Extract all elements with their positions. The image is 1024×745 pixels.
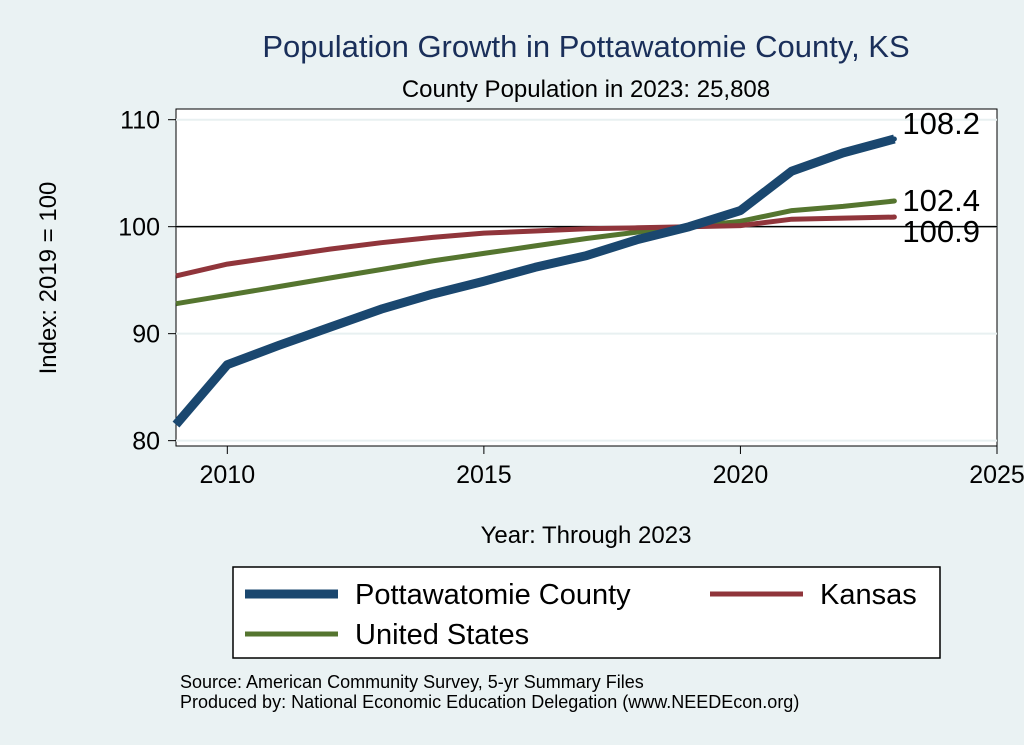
y-tick-label: 90: [132, 321, 160, 349]
legend-items: Pottawatomie County Kansas United States: [245, 579, 917, 651]
series-end-marker: [891, 214, 897, 220]
series-line: [175, 214, 895, 279]
x-tick-label: 2020: [713, 461, 769, 489]
chart-subtitle: County Population in 2023: 25,808: [402, 76, 770, 103]
plot-area: [175, 108, 998, 447]
y-tick-label: 80: [132, 428, 160, 456]
series-end-marker: [891, 198, 897, 204]
end-value-label: 108.2: [902, 106, 980, 141]
x-tick-label: 2010: [200, 461, 256, 489]
footer: Source: American Community Survey, 5-yr …: [180, 672, 799, 712]
legend: [232, 566, 941, 659]
legend-label: Pottawatomie County: [355, 579, 631, 611]
series-line: [175, 198, 895, 307]
y-tick-label: 110: [120, 107, 160, 135]
series-lines: [172, 134, 897, 428]
x-tick-label: 2025: [969, 461, 1024, 489]
legend-label: Kansas: [820, 579, 917, 611]
legend-label: United States: [355, 619, 529, 651]
series-end-marker: [891, 136, 897, 142]
series-line: [172, 134, 896, 428]
producer-note: Produced by: National Economic Education…: [180, 692, 800, 712]
end-value-label: 100.9: [902, 214, 980, 249]
chart-title: Population Growth in Pottawatomie County…: [262, 29, 909, 64]
x-tick-label: 2015: [456, 461, 512, 489]
x-axis: 2010 2015 2020 2025: [200, 446, 1024, 489]
x-axis-label: Year: Through 2023: [481, 522, 692, 549]
source-note: Source: American Community Survey, 5-yr …: [180, 672, 644, 692]
y-axis: 80 90 100 110: [118, 107, 176, 456]
y-tick-label: 100: [118, 214, 160, 242]
end-value-label: 102.4: [902, 183, 980, 218]
y-axis-label: Index: 2019 = 100: [35, 182, 62, 375]
